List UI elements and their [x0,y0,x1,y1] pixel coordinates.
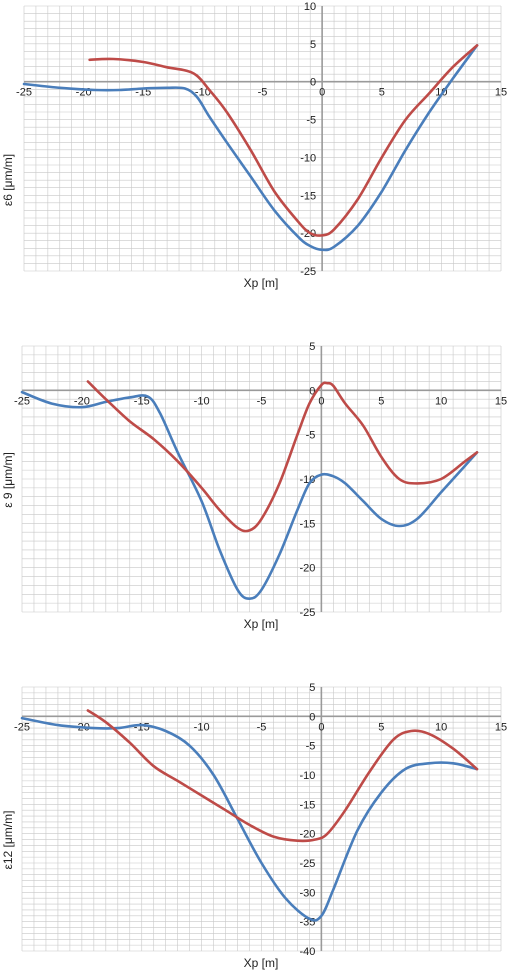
y-tick-label: -20 [299,563,315,575]
x-tick-label: 15 [495,87,507,99]
x-tick-label: -25 [14,395,30,407]
y-tick-label: 0 [309,385,315,397]
series-line-blue [20,716,479,922]
y-tick-label: 0 [309,711,315,723]
y-tick-label: -15 [299,799,315,811]
y-tick-label: 0 [310,77,316,89]
y-tick-label: 5 [309,682,315,694]
y-tick-label: -10 [299,770,315,782]
x-axis-label: Xp [m] [244,956,279,970]
series-line-red [86,709,479,843]
x-tick-label: -5 [258,87,268,99]
series-line-red [88,44,479,237]
y-tick-label: -25 [299,607,315,619]
y-tick-label: -40 [299,946,315,958]
y-tick-label: -25 [299,858,315,870]
y-tick-label: -10 [299,474,315,486]
x-tick-label: -10 [194,395,210,407]
x-tick-label: -5 [257,395,267,407]
y-axis-label: ε 9 [μm/m] [1,452,15,508]
series-line-blue [22,44,479,252]
x-axis-label: Xp [m] [244,617,279,631]
y-tick-label: 5 [309,341,315,353]
y-tick-label: -30 [299,887,315,899]
chart-1: -25 -20 -15 -10 -5 0 5 10 151050-5-10-15-20-25Xp… [1,1,507,290]
x-tick-label: -10 [194,721,210,733]
chart-grid [23,5,502,272]
y-tick-label: -10 [300,152,316,164]
y-tick-label: -25 [300,266,316,278]
y-tick-label: -5 [306,115,316,127]
y-axis-label: ε6 [μm/m] [1,154,15,206]
x-tick-label: 0 [318,721,324,733]
y-tick-label: -20 [299,829,315,841]
x-tick-label: -10 [195,87,211,99]
y-tick-label: -15 [300,190,316,202]
y-tick-label: 5 [310,39,316,51]
y-tick-label: -20 [300,228,316,240]
x-tick-label: -25 [16,87,32,99]
x-tick-label: -15 [134,395,150,407]
y-tick-label: -5 [306,430,316,442]
x-tick-label: 0 [319,87,325,99]
x-tick-label: -15 [134,721,150,733]
y-tick-label: -15 [299,518,315,530]
x-axis-label: Xp [m] [244,276,279,290]
x-tick-label: 15 [495,395,507,407]
x-tick-label: -20 [74,395,90,407]
x-tick-label: -25 [14,721,30,733]
x-tick-label: 5 [379,87,385,99]
x-tick-label: 15 [495,721,507,733]
x-tick-label: 10 [435,395,447,407]
series-line-red [86,380,479,533]
x-tick-label: 10 [435,721,447,733]
x-tick-label: 0 [318,395,324,407]
y-axis-label: ε12 [μm/m] [1,811,15,870]
chart-grid [21,686,502,952]
x-tick-label: 5 [378,721,384,733]
series-line-blue [20,390,479,600]
y-tick-label: 10 [304,1,316,13]
chart-2: -25 -20 -15 -10 -5 0 5 10 15 5 0 -5 -10 -15 -20 -25 Xp [… [1,341,507,631]
x-tick-label: -5 [257,721,267,733]
x-tick-label: 5 [378,395,384,407]
chart-3: -25 -20 -15 -10 -5 0 5 10 1550-5-10-15-20-25-30-… [1,682,507,970]
y-tick-label: -5 [306,741,316,753]
